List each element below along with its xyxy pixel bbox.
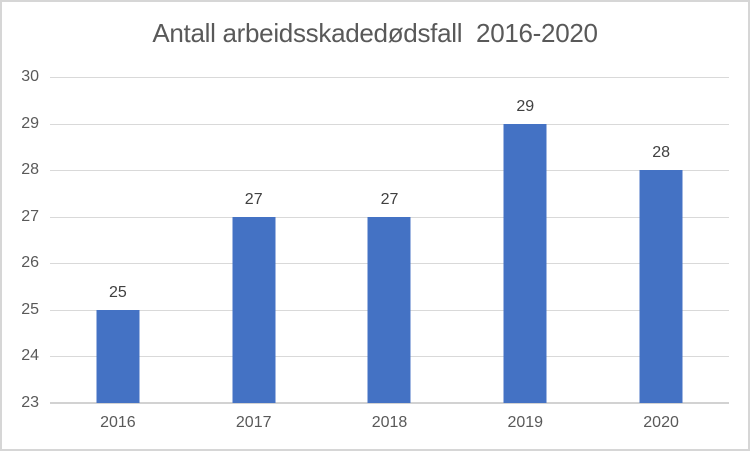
bar-2019	[503, 123, 547, 403]
bar-2017	[232, 216, 276, 403]
y-tick-label: 27	[21, 207, 39, 225]
gridline	[50, 123, 729, 125]
x-tick-label-2018: 2018	[371, 414, 408, 431]
chart-title: Antall arbeidsskadedødsfall 2016-2020	[152, 18, 598, 48]
data-label-2019: 29	[516, 97, 535, 115]
bar-2020	[639, 170, 683, 403]
bar-2016	[96, 309, 140, 403]
x-axis-labels: 2016 2017 2018 2019 2020	[50, 415, 729, 437]
y-tick-label: 29	[21, 114, 39, 132]
y-axis-labels: 30 29 28 27 26 25 24 23	[8, 69, 39, 411]
data-label-2018: 27	[380, 190, 399, 208]
data-label-2016: 25	[109, 283, 127, 301]
bar-column-2019: 29	[457, 77, 593, 403]
bar-2018	[367, 216, 411, 403]
data-label-2017: 27	[244, 190, 263, 208]
x-axis-line	[50, 402, 729, 404]
y-tick-label: 30	[21, 68, 39, 85]
plot-area: 25 27 27 29 28	[50, 77, 729, 404]
y-tick-label: 25	[21, 300, 39, 318]
x-tick-label-2019: 2019	[507, 414, 544, 431]
x-tick-label-2020: 2020	[643, 414, 679, 431]
bar-column-2016: 25	[50, 77, 186, 403]
y-tick-label: 24	[21, 347, 39, 365]
bar-column-2018: 27	[322, 77, 458, 403]
data-label-2020: 28	[652, 144, 670, 162]
bar-column-2017: 27	[186, 77, 322, 403]
x-tick-label-2017: 2017	[235, 414, 272, 431]
gridline	[50, 170, 729, 172]
y-tick-label: 28	[21, 161, 39, 179]
x-tick-label-2016: 2016	[100, 414, 136, 431]
y-tick-label: 23	[21, 394, 39, 411]
gridline	[50, 77, 729, 78]
y-tick-label: 26	[21, 254, 39, 272]
bar-column-2020: 28	[593, 77, 729, 403]
